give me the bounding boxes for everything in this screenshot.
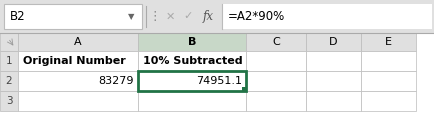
Text: 2: 2	[6, 76, 12, 86]
Bar	[246, 91, 306, 111]
Bar	[0, 91, 18, 111]
Bar	[306, 71, 361, 91]
Text: A: A	[74, 37, 82, 47]
Bar	[0, 33, 18, 51]
Text: 3: 3	[6, 96, 12, 106]
Text: ▼: ▼	[128, 12, 134, 21]
Bar	[361, 51, 416, 71]
Bar	[361, 71, 416, 91]
Text: ✕: ✕	[165, 12, 175, 21]
Bar	[361, 91, 416, 111]
Bar	[18, 71, 138, 91]
Text: 1: 1	[6, 56, 12, 66]
Text: 74951.1: 74951.1	[196, 76, 242, 86]
Bar	[223, 4, 432, 29]
Bar	[361, 33, 416, 51]
Bar	[246, 51, 306, 71]
Bar	[0, 0, 434, 33]
Bar	[18, 51, 138, 71]
Bar	[138, 33, 246, 51]
Bar	[0, 51, 18, 71]
Text: E: E	[385, 37, 392, 47]
Bar	[138, 91, 246, 111]
Bar	[0, 71, 18, 91]
Text: B: B	[188, 37, 196, 47]
Bar	[138, 71, 246, 91]
Bar	[246, 33, 306, 51]
Text: D: D	[329, 37, 338, 47]
Bar	[306, 33, 361, 51]
Bar	[138, 71, 246, 91]
FancyBboxPatch shape	[4, 4, 142, 29]
Text: ✓: ✓	[183, 12, 193, 21]
Text: 83279: 83279	[99, 76, 134, 86]
Bar	[18, 33, 138, 51]
Text: =A2*90%: =A2*90%	[228, 10, 285, 23]
Bar	[242, 87, 247, 92]
Bar	[138, 51, 246, 71]
Text: fx: fx	[203, 10, 214, 23]
Bar	[306, 91, 361, 111]
Text: B2: B2	[10, 10, 26, 23]
Bar	[246, 71, 306, 91]
Text: ⋮: ⋮	[149, 10, 161, 23]
Text: 10% Subtracted: 10% Subtracted	[143, 56, 243, 66]
Text: C: C	[272, 37, 280, 47]
Text: Original Number: Original Number	[23, 56, 126, 66]
Bar	[0, 33, 434, 127]
Bar	[306, 51, 361, 71]
Bar	[18, 91, 138, 111]
